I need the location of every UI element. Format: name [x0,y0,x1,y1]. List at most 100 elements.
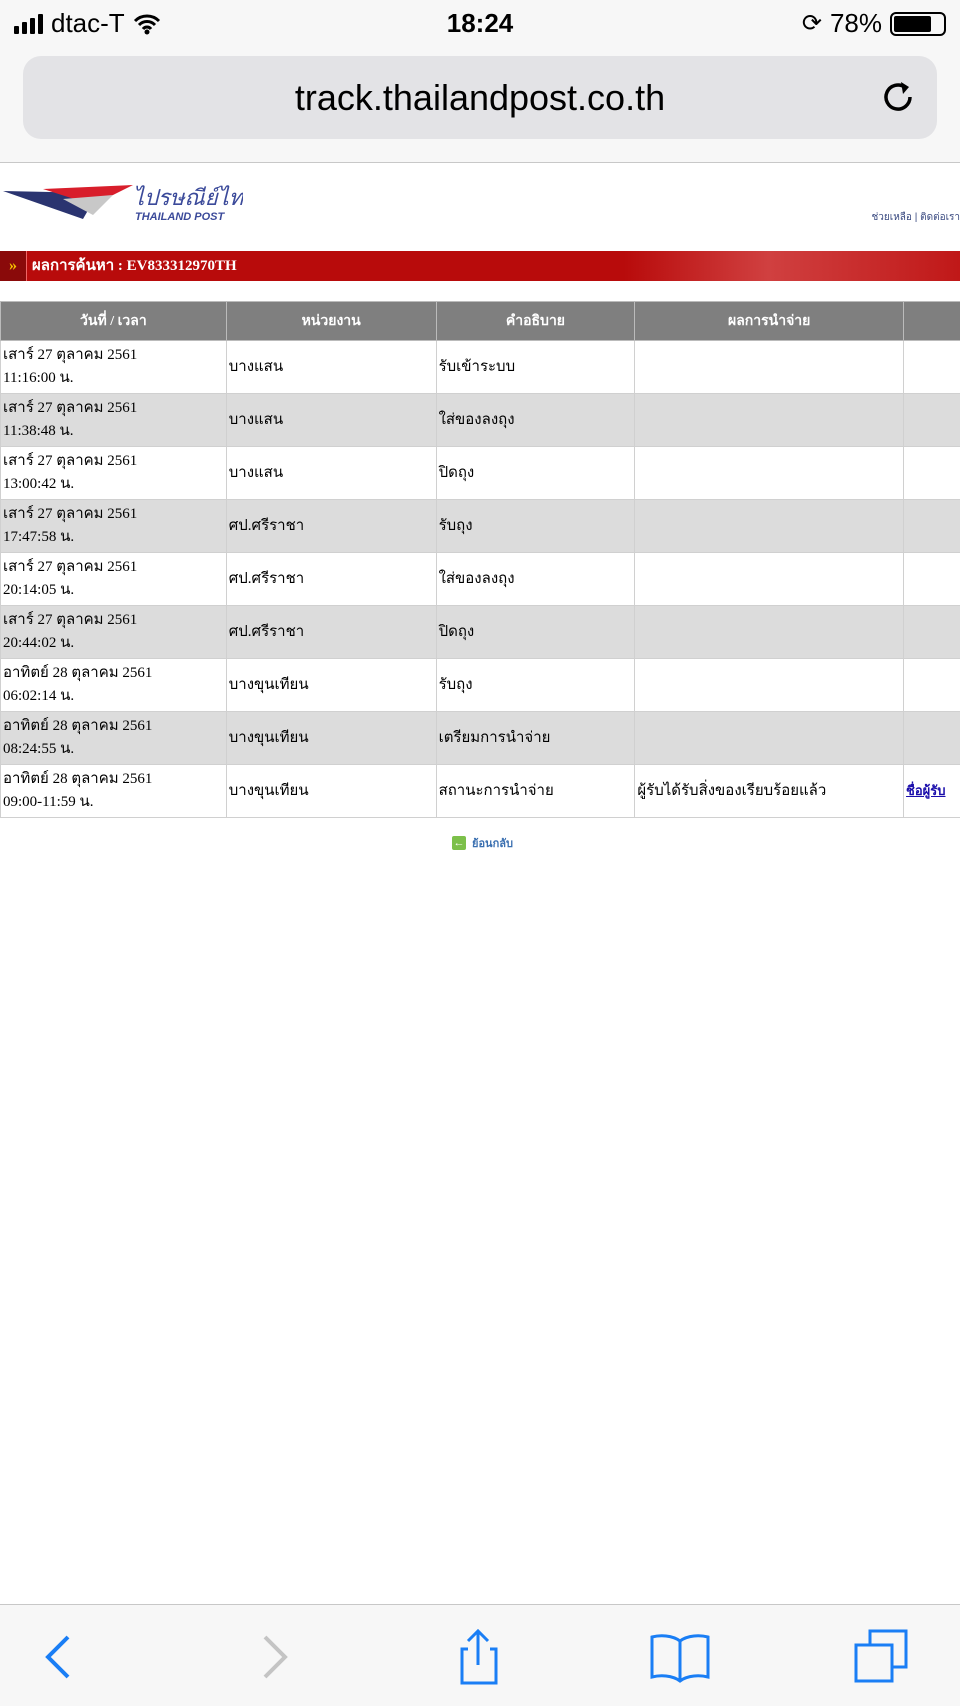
wifi-icon [133,14,160,34]
cell-description: รับถุง [435,658,636,712]
browser-chrome: track.thailandpost.co.th [0,50,960,163]
back-icon[interactable] [30,1627,90,1687]
header-extra [903,301,960,341]
cell-description: ใส่ของลงถุง [435,393,636,447]
cell-result [634,340,905,394]
cell-description: ปิดถุง [435,446,636,500]
time: 17:47:58 น. [3,529,75,545]
clock: 18:24 [446,8,514,38]
cell-extra [903,605,960,659]
cell-extra [903,393,960,447]
bookmarks-icon[interactable] [650,1627,710,1687]
tracking-table: วันที่ / เวลา หน่วยงาน คำอธิบาย ผลการนำจ… [0,301,960,818]
reload-icon[interactable] [877,76,919,118]
date: เสาร์ 27 ตุลาคม 2561 [3,506,138,522]
cell-extra [903,446,960,500]
result-title-bar: » ผลการค้นหา : EV833312970TH [0,251,960,281]
result-title: ผลการค้นหา : EV833312970TH [32,258,237,274]
cell-datetime: เสาร์ 27 ตุลาคม 2561 20:44:02 น. [0,605,227,659]
recipient-name-link[interactable]: ชื่อผู้รับ [906,783,946,798]
time: 11:38:48 น. [3,423,74,439]
cell-datetime: เสาร์ 27 ตุลาคม 2561 17:47:58 น. [0,499,227,553]
signal-icon [14,13,43,34]
cell-description: เตรียมการนำจ่าย [435,711,636,765]
cell-office: บางแสน [225,393,437,447]
thailand-post-logo[interactable]: ไปรษณีย์ไทย THAILAND POST [3,183,258,225]
browser-toolbar [0,1604,960,1706]
header-datetime: วันที่ / เวลา [0,301,227,341]
contact-link[interactable]: ติดต่อเรา [920,212,960,223]
cell-datetime: อาทิตย์ 28 ตุลาคม 2561 09:00-11:59 น. [0,764,227,818]
logo-text-en: THAILAND POST [135,211,226,223]
cell-extra [903,711,960,765]
date: เสาร์ 27 ตุลาคม 2561 [3,453,138,469]
date: เสาร์ 27 ตุลาคม 2561 [3,347,138,363]
back-link-label: ย้อนกลับ [472,838,513,850]
date: อาทิตย์ 28 ตุลาคม 2561 [3,771,153,787]
cell-extra [903,552,960,606]
cell-description: สถานะการนำจ่าย [435,764,636,818]
cell-extra: ชื่อผู้รับ [903,764,960,818]
cell-result [634,499,905,553]
date: อาทิตย์ 28 ตุลาคม 2561 [3,665,153,681]
time: 11:16:00 น. [3,370,74,386]
date: เสาร์ 27 ตุลาคม 2561 [3,612,138,628]
cell-description: ใส่ของลงถุง [435,552,636,606]
tabs-icon[interactable] [852,1627,912,1687]
separator: | [914,212,918,223]
table-row: อาทิตย์ 28 ตุลาคม 2561 06:02:14 น. บางขุน… [0,658,960,712]
cell-office: บางแสน [225,446,437,500]
cell-extra [903,499,960,553]
header-description: คำอธิบาย [435,301,636,341]
cell-result [634,446,905,500]
time: 06:02:14 น. [3,688,75,704]
back-link[interactable]: ← ย้อนกลับ [452,834,513,852]
cell-result [634,605,905,659]
time: 08:24:55 น. [3,741,75,757]
cell-office: ศป.ศรีราชา [225,499,437,553]
address-bar[interactable]: track.thailandpost.co.th [23,56,937,139]
forward-icon[interactable] [243,1627,303,1687]
table-row: เสาร์ 27 ตุลาคม 2561 17:47:58 น. ศป.ศรีรา… [0,499,960,553]
cell-result [634,552,905,606]
cell-datetime: เสาร์ 27 ตุลาคม 2561 13:00:42 น. [0,446,227,500]
cell-datetime: อาทิตย์ 28 ตุลาคม 2561 08:24:55 น. [0,711,227,765]
header-office: หน่วยงาน [225,301,437,341]
cell-result [634,393,905,447]
cell-office: บางแสน [225,340,437,394]
cell-extra [903,658,960,712]
cell-extra [903,340,960,394]
cell-office: บางขุนเทียน [225,658,437,712]
table-row: เสาร์ 27 ตุลาคม 2561 11:38:48 น. บางแสน ใ… [0,393,960,447]
table-row: อาทิตย์ 28 ตุลาคม 2561 08:24:55 น. บางขุน… [0,711,960,765]
status-bar: dtac-T 18:24 ⟳ 78% [0,0,960,50]
cell-office: ศป.ศรีราชา [225,552,437,606]
date: เสาร์ 27 ตุลาคม 2561 [3,400,138,416]
battery-icon [890,11,946,36]
cell-description: ปิดถุง [435,605,636,659]
cell-description: รับถุง [435,499,636,553]
cell-description: รับเข้าระบบ [435,340,636,394]
time: 20:14:05 น. [3,582,75,598]
cell-result: ผู้รับได้รับสิ่งของเรียบร้อยแล้ว [634,764,905,818]
battery-percent: 78% [829,8,882,38]
header-result: ผลการนำจ่าย [634,301,905,341]
rotation-lock-icon: ⟳ [801,10,822,37]
time: 13:00:42 น. [3,476,75,492]
cell-office: ศป.ศรีราชา [225,605,437,659]
cell-office: บางขุนเทียน [225,764,437,818]
date: อาทิตย์ 28 ตุลาคม 2561 [3,718,153,734]
back-arrow-icon: ← [452,836,466,850]
cell-datetime: เสาร์ 27 ตุลาคม 2561 11:16:00 น. [0,340,227,394]
table-row: เสาร์ 27 ตุลาคม 2561 20:44:02 น. ศป.ศรีรา… [0,605,960,659]
table-row: เสาร์ 27 ตุลาคม 2561 11:16:00 น. บางแสน ร… [0,340,960,394]
cell-datetime: เสาร์ 27 ตุลาคม 2561 11:38:48 น. [0,393,227,447]
double-arrow-icon: » [0,251,27,281]
logo-text-th: ไปรษณีย์ไทย [133,185,243,210]
date: เสาร์ 27 ตุลาคม 2561 [3,559,138,575]
cell-office: บางขุนเทียน [225,711,437,765]
help-link[interactable]: ช่วยเหลือ [871,212,912,223]
carrier: dtac-T [51,8,125,38]
share-icon[interactable] [448,1627,508,1687]
cell-result [634,658,905,712]
